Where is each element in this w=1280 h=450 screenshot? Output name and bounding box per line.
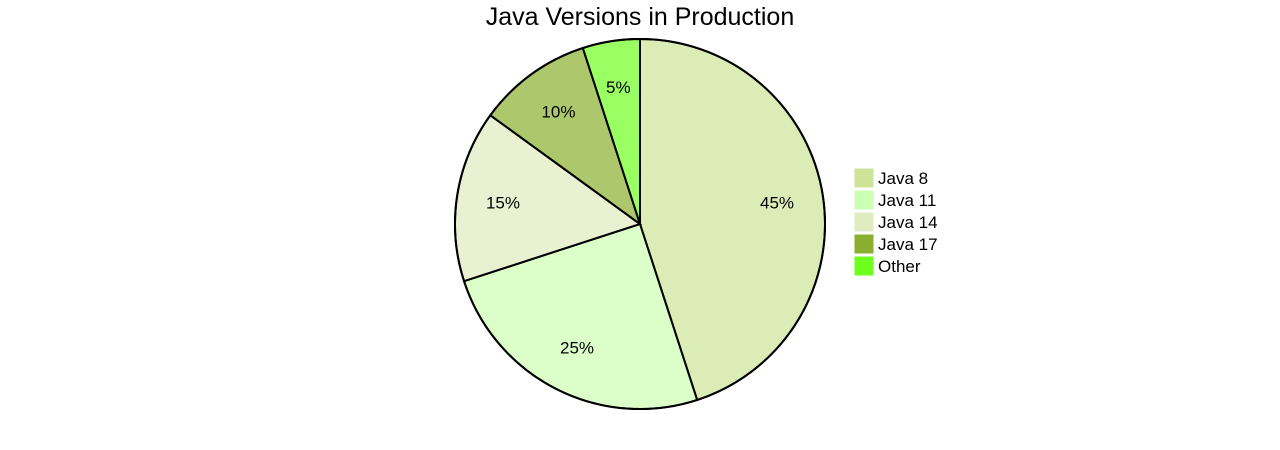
legend-swatch xyxy=(854,256,874,276)
legend-swatch xyxy=(854,168,874,188)
legend-label: Java 8 xyxy=(878,169,928,188)
legend-label: Java 11 xyxy=(878,191,936,210)
legend-label: Other xyxy=(878,257,921,276)
slice-percent-label: 10% xyxy=(541,103,575,122)
slice-percent-label: 45% xyxy=(760,193,794,212)
pie-outline xyxy=(454,38,826,410)
slice-percent-label: 15% xyxy=(486,193,520,212)
legend-label: Java 17 xyxy=(878,235,938,254)
legend-swatch xyxy=(854,190,874,210)
chart-title: Java Versions in Production xyxy=(486,3,795,31)
legend-label: Java 14 xyxy=(878,213,938,232)
legend-swatch xyxy=(854,234,874,254)
slice-percent-label: 25% xyxy=(560,339,594,358)
slice-percent-label: 5% xyxy=(606,78,631,97)
legend-swatch xyxy=(854,212,874,232)
